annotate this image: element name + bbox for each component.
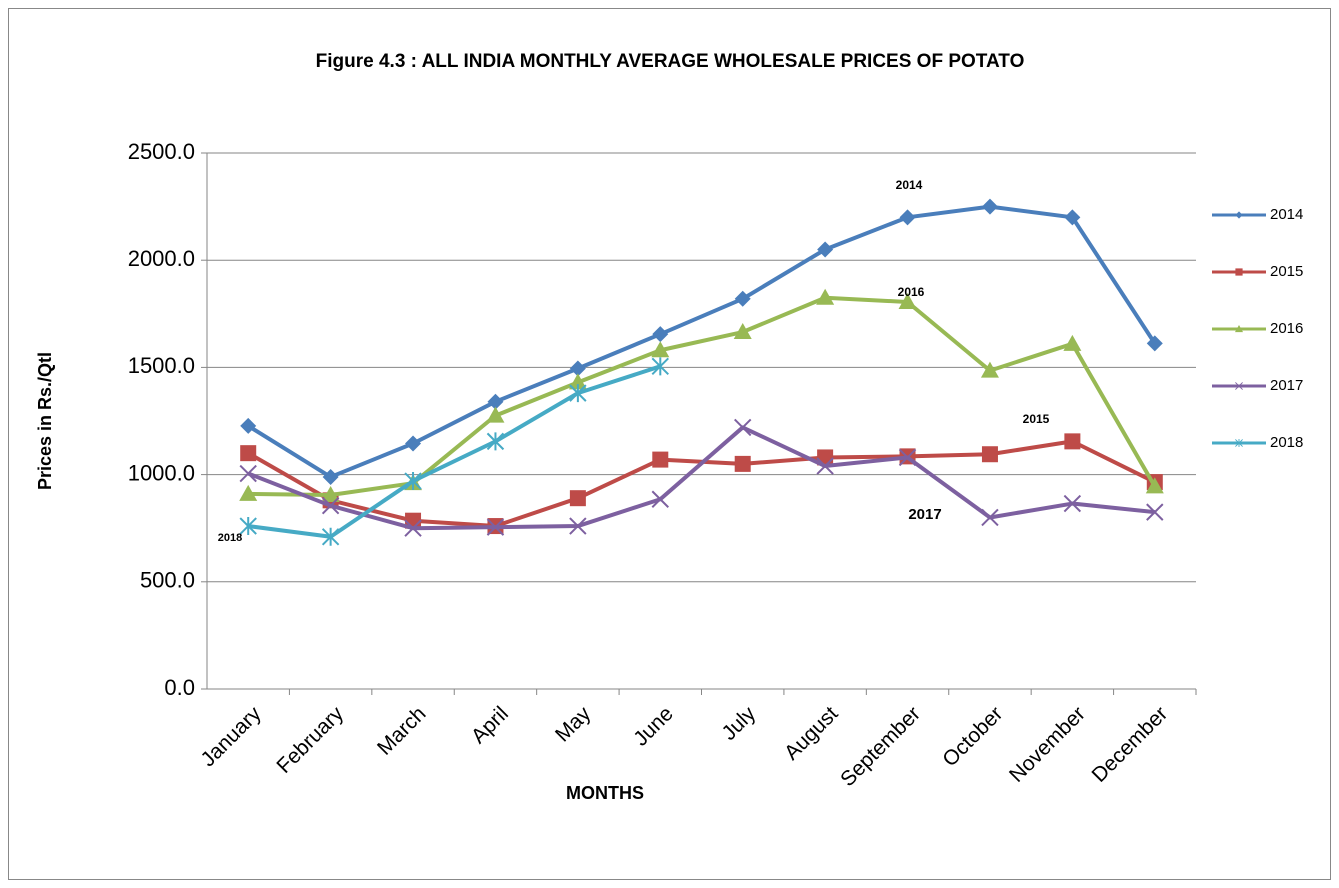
marker: [651, 341, 670, 358]
series-line: [248, 295, 1157, 497]
marker: [486, 406, 505, 423]
marker: [981, 508, 999, 527]
series-line: [247, 204, 1157, 479]
marker: [322, 468, 339, 485]
marker: [651, 357, 669, 376]
marker: [569, 360, 586, 377]
y-tick-label: 1000.0: [128, 460, 195, 485]
marker: [405, 435, 422, 452]
legend-marker: [1235, 382, 1243, 390]
marker: [651, 490, 669, 508]
marker: [980, 361, 999, 378]
marker: [1146, 335, 1163, 352]
chart-title: Figure 4.3 : ALL INDIA MONTHLY AVERAGE W…: [316, 51, 1025, 72]
marker: [898, 448, 917, 467]
x-axis-title: MONTHS: [566, 783, 644, 803]
y-tick-label: 2000.0: [128, 246, 195, 271]
marker: [1064, 209, 1081, 226]
y-tick-label: 0.0: [164, 675, 195, 700]
legend-label: 2014: [1270, 206, 1303, 223]
marker: [404, 472, 422, 491]
marker: [652, 451, 669, 468]
marker: [239, 464, 257, 483]
marker: [1145, 477, 1164, 494]
legend-marker: [1234, 324, 1244, 333]
marker: [1063, 494, 1082, 513]
marker: [321, 485, 340, 502]
marker: [1063, 334, 1082, 351]
y-tick-label: 2500.0: [128, 139, 195, 164]
series-line: [247, 425, 1155, 531]
marker: [899, 209, 916, 226]
y-tick-label: 1500.0: [128, 353, 195, 378]
marker: [569, 384, 587, 403]
marker: [239, 484, 258, 501]
marker: [733, 323, 752, 340]
marker: [1064, 433, 1081, 450]
marker: [816, 288, 835, 305]
annotation: 2017: [908, 506, 941, 523]
marker: [240, 417, 257, 434]
marker: [734, 290, 751, 307]
marker: [816, 457, 834, 475]
marker: [239, 517, 257, 536]
annotation: 2014: [896, 178, 923, 192]
marker: [981, 198, 998, 215]
annotation: 2018: [218, 532, 242, 544]
legend-label: 2018: [1270, 434, 1303, 451]
marker: [734, 455, 751, 472]
marker: [486, 518, 505, 536]
marker: [240, 445, 257, 462]
marker: [321, 496, 340, 515]
marker: [734, 418, 752, 437]
marker: [404, 519, 422, 537]
marker: [321, 527, 340, 546]
legend-label: 2016: [1270, 320, 1303, 337]
series-line: [247, 364, 661, 539]
marker: [817, 241, 834, 258]
marker: [487, 393, 504, 410]
marker: [1146, 503, 1164, 521]
marker: [898, 293, 917, 310]
chart-border: [8, 8, 1331, 880]
marker: [486, 432, 505, 451]
legend-label: 2015: [1270, 263, 1303, 280]
marker: [568, 373, 587, 390]
legend-label: 2017: [1270, 377, 1303, 394]
marker: [569, 517, 587, 535]
marker: [981, 446, 998, 463]
legend-marker: [1235, 438, 1243, 448]
y-tick-label: 500.0: [140, 568, 195, 593]
y-axis-title: Prices in Rs./Qtl: [35, 352, 55, 490]
legend-marker: [1235, 268, 1243, 276]
marker: [569, 490, 586, 507]
annotation: 2016: [898, 285, 925, 299]
annotation: 2015: [1023, 412, 1050, 426]
marker: [652, 326, 669, 343]
